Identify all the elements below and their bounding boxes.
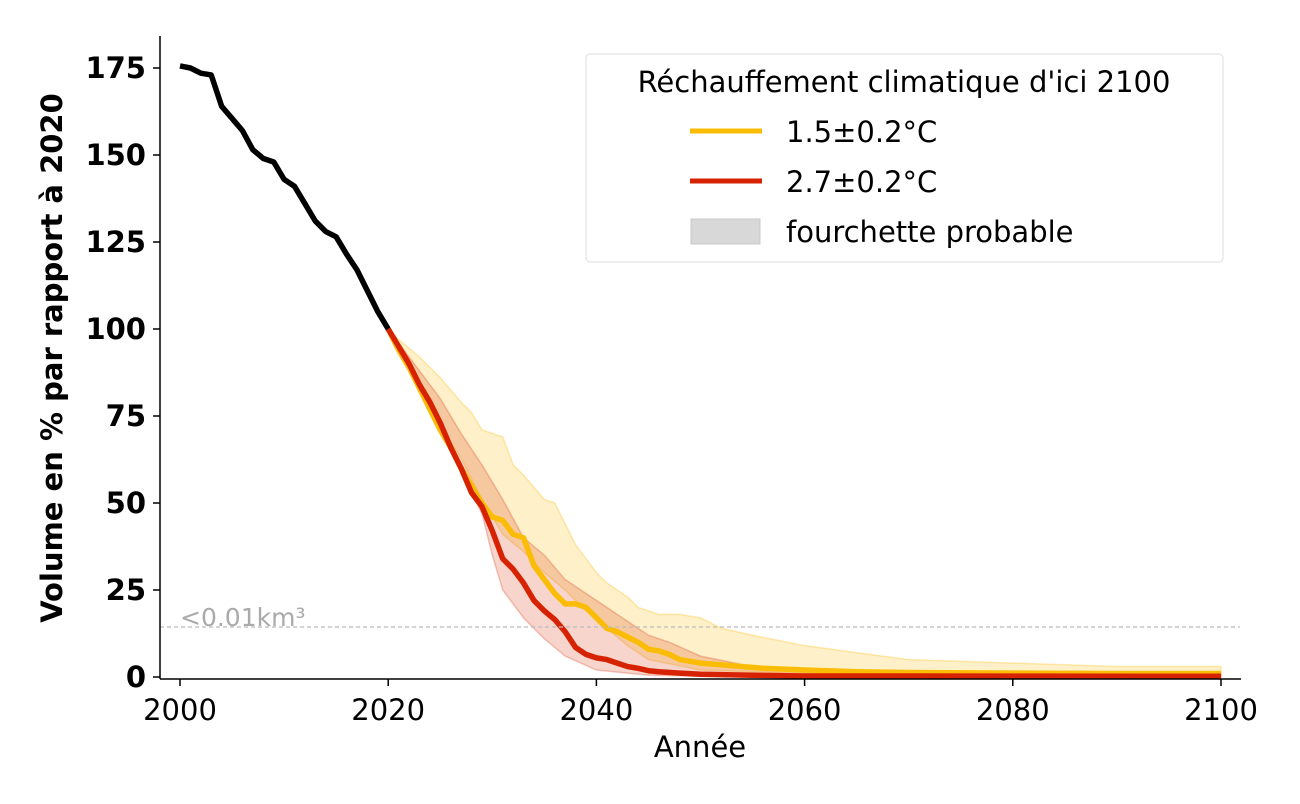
x-axis-label: Année [654,730,746,764]
band-1-5 [387,328,1222,677]
x-tick-label: 2040 [559,693,633,727]
x-tick-label: 2080 [976,693,1050,727]
legend-entry-1-5: 1.5±0.2°C [786,115,937,149]
y-ticks: 0 25 50 75 100 125 150 175 [85,51,160,694]
y-tick-label: 0 [126,660,146,694]
y-tick-label: 75 [106,399,146,433]
threshold-label: <0.01km³ [180,603,305,632]
series-lines [179,63,1222,680]
y-tick-label: 175 [85,51,146,85]
legend-swatch-range [690,218,761,245]
legend-entry-2-7: 2.7±0.2°C [786,165,937,199]
line-historical [179,63,391,331]
legend: Réchauffement climatique d'ici 2100 1.5±… [585,53,1224,263]
x-tick-label: 2000 [143,693,217,727]
y-tick-label: 100 [85,312,146,346]
line-2-7 [385,327,1222,680]
x-tick-label: 2020 [351,693,425,727]
legend-box [585,53,1224,263]
y-tick-label: 125 [85,225,146,259]
y-tick-label: 25 [106,573,146,607]
x-tick-label: 2100 [1184,693,1258,727]
x-tick-label: 2060 [768,693,842,727]
legend-entry-range: fourchette probable [786,215,1074,249]
x-ticks: 2000 2020 2040 2060 2080 2100 [143,679,1258,727]
y-tick-label: 150 [85,138,146,172]
legend-title: Réchauffement climatique d'ici 2100 [638,65,1171,99]
y-axis-label: Volume en % par rapport à 2020 [35,93,69,623]
y-tick-label: 50 [106,486,146,520]
uncertainty-bands [387,328,1222,678]
